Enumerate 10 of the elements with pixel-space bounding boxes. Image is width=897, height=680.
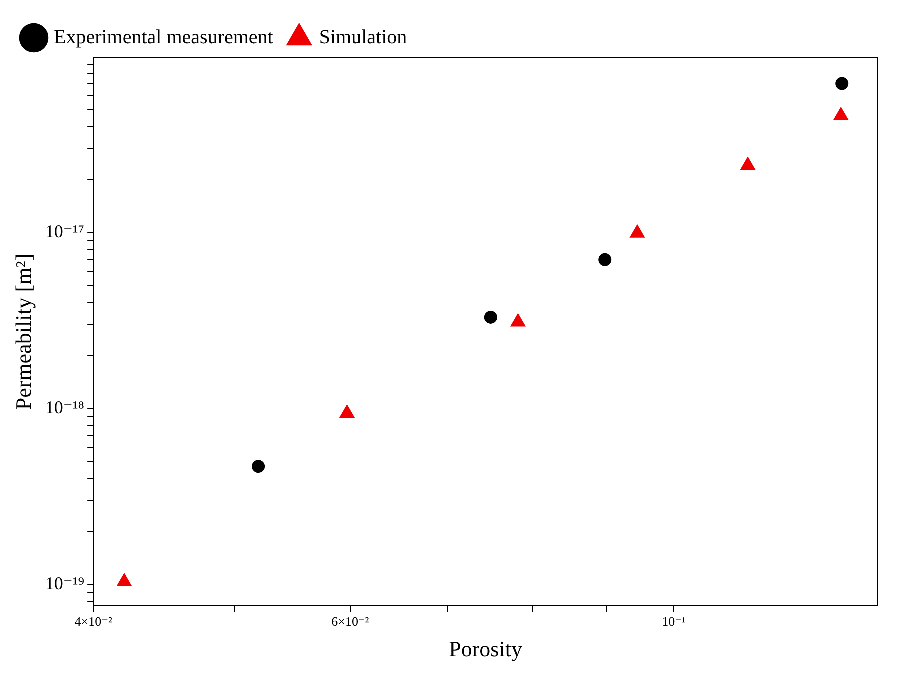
y-tick-label: 10⁻¹⁷: [45, 221, 85, 242]
x-tick-label: 10⁻¹: [662, 614, 686, 630]
y-axis-title: Permeability [m²]: [10, 254, 36, 410]
legend-label: Experimental measurement: [54, 26, 274, 48]
legend-label: Simulation: [319, 26, 408, 48]
x-tick-label: 6×10⁻²: [332, 614, 370, 630]
y-tick-label: 10⁻¹⁹: [45, 574, 85, 594]
x-tick-label: 4×10⁻²: [74, 614, 112, 630]
x-axis-title: Porosity: [449, 636, 522, 662]
y-tick-label: 10⁻¹⁸: [45, 398, 85, 418]
